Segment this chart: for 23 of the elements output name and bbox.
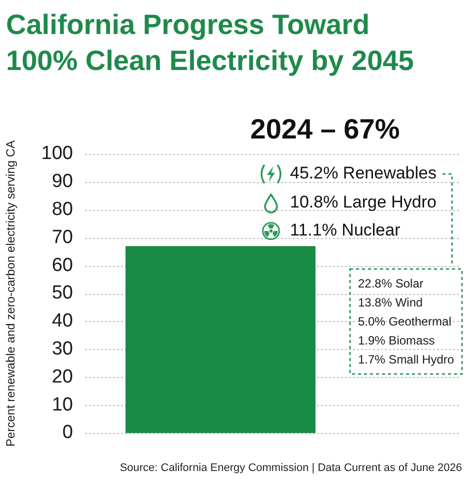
annotation: 45.2% Renewables	[290, 164, 436, 183]
source-note: Source: California Energy Commission | Data Current as of June 2026	[120, 462, 462, 474]
y-tick-label: 0	[62, 422, 73, 444]
y-tick-label: 90	[52, 171, 73, 192]
annotation: 1.9% Biomass	[358, 333, 435, 348]
annotation: 10.8% Large Hydro	[290, 192, 436, 212]
y-tick-label: 40	[52, 310, 73, 332]
y-tick-label: 30	[52, 338, 73, 360]
y-tick-label: 100	[41, 143, 73, 164]
y-tick-label: 10	[52, 394, 73, 416]
y-tick-label: 80	[52, 199, 73, 220]
y-tick-label: 20	[52, 366, 73, 388]
text: 2024 – 67%	[250, 114, 400, 145]
y-tick-label: 50	[52, 282, 73, 304]
y-axis-title: Percent renewable and zero-carbon electricity serving CA	[4, 140, 18, 447]
y-tick-label: 60	[52, 254, 73, 276]
annotation: 13.8% Wind	[358, 295, 423, 310]
annotation: 22.8% Solar	[358, 276, 424, 290]
chart-title: California Progress Toward 100% Clean Electricity by 2045	[6, 8, 415, 78]
annotation: 1.7% Small Hydro	[358, 352, 454, 366]
annotation: 11.1% Nuclear	[290, 220, 401, 240]
y-tick-label: 70	[52, 226, 73, 248]
annotation: 5.0% Geothermal	[358, 314, 452, 328]
